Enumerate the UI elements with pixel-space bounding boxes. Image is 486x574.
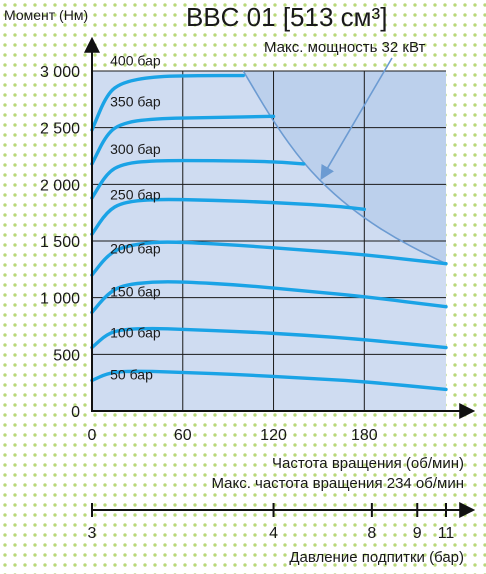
x-tick-label: 60 <box>174 427 192 444</box>
x-tick-labels: 0 60 120 180 <box>88 427 378 444</box>
y-tick-label: 2 500 <box>40 121 80 138</box>
curve-labels: 400 бар 350 бар 300 бар 250 бар 200 бар 150 б… <box>110 53 161 383</box>
curve-label: 50 бар <box>110 366 153 382</box>
y-tick-label: 1 500 <box>40 234 80 251</box>
torque-curves <box>90 73 448 392</box>
power-limit-region <box>243 71 446 264</box>
x-axis-label: Частота вращения (об/мин) <box>272 455 464 472</box>
power-arrow <box>320 57 393 181</box>
chart-title: BBC 01 [513 см³] <box>186 2 387 32</box>
boost-tick-label: 3 <box>88 525 97 542</box>
torque-curve <box>90 114 276 166</box>
curve-label: 200 бар <box>110 241 161 257</box>
boost-axis-label: Давление подпитки (бар) <box>289 549 464 566</box>
torque-curve <box>90 158 306 200</box>
boost-tick-label: 8 <box>367 525 376 542</box>
boost-tick-label: 9 <box>413 525 422 542</box>
power-annotation: Макс. мощность 32 кВт <box>264 39 425 56</box>
y-tick-label: 500 <box>53 347 80 364</box>
torque-curve <box>90 326 448 350</box>
curve-label: 350 бар <box>110 93 161 109</box>
y-tick-label: 3 000 <box>40 64 80 81</box>
torque-curve <box>90 240 448 277</box>
torque-curve <box>90 197 367 236</box>
torque-curve <box>90 73 245 132</box>
curve-label: 300 бар <box>110 141 161 157</box>
curve-label: 150 бар <box>110 284 161 300</box>
max-speed-label: Макс. частота вращения 234 об/мин <box>211 475 464 492</box>
curve-label: 100 бар <box>110 325 161 341</box>
x-tick-label: 0 <box>88 427 97 444</box>
curve-label: 400 бар <box>110 53 161 69</box>
y-tick-labels: 0 500 1 000 1 500 2 000 2 500 3 000 <box>40 64 80 421</box>
boost-pressure-ticks: 3 4 8 9 11 <box>88 503 455 542</box>
y-tick-label: 1 000 <box>40 291 80 308</box>
curve-label: 250 бар <box>110 186 161 202</box>
torque-curve <box>90 369 448 392</box>
y-tick-label: 2 000 <box>40 177 80 194</box>
x-tick-label: 120 <box>260 427 287 444</box>
torque-curve <box>90 280 448 315</box>
boost-tick-label: 11 <box>438 525 455 542</box>
x-tick-label: 180 <box>351 427 378 444</box>
y-tick-label: 0 <box>71 404 80 421</box>
grid <box>92 70 446 411</box>
power-limit-curve <box>242 70 447 265</box>
boost-tick-label: 4 <box>269 525 278 542</box>
y-axis-label: Момент (Нм) <box>4 7 88 23</box>
